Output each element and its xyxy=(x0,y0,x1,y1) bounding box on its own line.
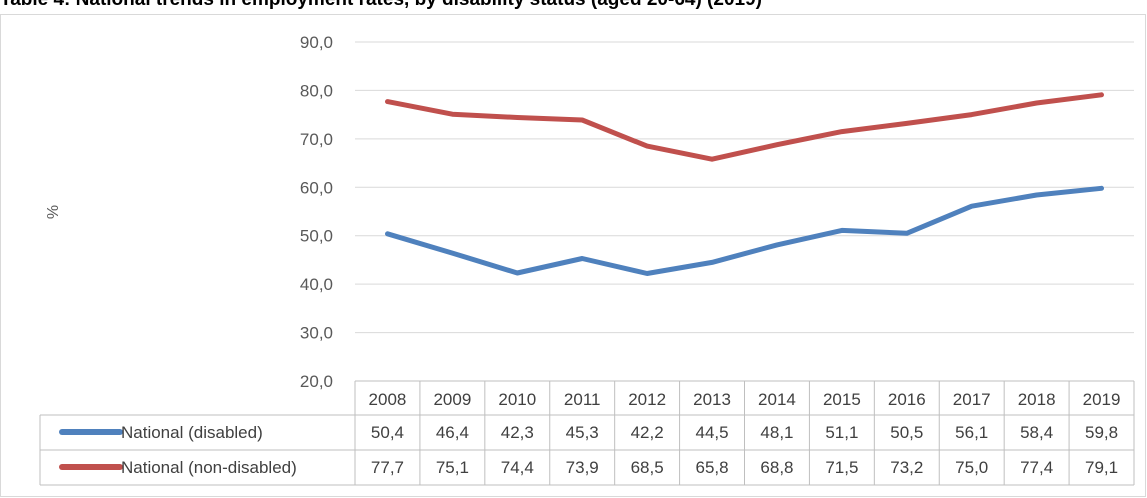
x-tick-label: 2018 xyxy=(1018,390,1056,409)
data-label: 51,1 xyxy=(825,423,858,442)
y-tick-label: 90,0 xyxy=(300,33,333,52)
gridlines xyxy=(355,41,1134,334)
y-tick-label: 30,0 xyxy=(300,324,333,343)
y-tick-label: 40,0 xyxy=(300,275,333,294)
data-label: 50,4 xyxy=(371,423,404,442)
series-line xyxy=(385,92,1104,162)
x-tick-label: 2012 xyxy=(628,390,666,409)
data-label: 45,3 xyxy=(566,423,599,442)
data-label: 68,5 xyxy=(631,458,664,477)
legend-label: National (disabled) xyxy=(121,423,263,442)
x-tick-label: 2013 xyxy=(693,390,731,409)
y-axis-label: % xyxy=(45,205,62,219)
data-label: 74,4 xyxy=(501,458,534,477)
data-label: 71,5 xyxy=(825,458,858,477)
data-table: 2008 2009 2010 2011 2012 2013 2014 2015 2016 2017… xyxy=(39,380,1135,486)
data-label: 73,2 xyxy=(890,458,923,477)
data-label: 75,1 xyxy=(436,458,469,477)
y-tick-label: 70,0 xyxy=(300,130,333,149)
data-label: 50,5 xyxy=(890,423,923,442)
data-label: 77,7 xyxy=(371,458,404,477)
data-label: 56,1 xyxy=(955,423,988,442)
data-label: 73,9 xyxy=(566,458,599,477)
data-label: 65,8 xyxy=(695,458,728,477)
y-axis-ticks: 20,0 30,0 40,0 50,0 60,0 70,0 80,0 90,0 xyxy=(300,33,333,391)
series-line xyxy=(385,185,1104,276)
x-tick-label: 2016 xyxy=(888,390,926,409)
data-label: 42,3 xyxy=(501,423,534,442)
data-label: 44,5 xyxy=(695,423,728,442)
x-tick-label: 2010 xyxy=(498,390,536,409)
data-label: 75,0 xyxy=(955,458,988,477)
x-tick-label: 2015 xyxy=(823,390,861,409)
data-label: 46,4 xyxy=(436,423,469,442)
data-label: 42,2 xyxy=(631,423,664,442)
data-label: 79,1 xyxy=(1085,458,1118,477)
x-tick-label: 2014 xyxy=(758,390,796,409)
y-tick-label: 20,0 xyxy=(300,372,333,391)
y-tick-label: 60,0 xyxy=(300,178,333,197)
series-lines xyxy=(385,92,1104,276)
chart-border xyxy=(0,14,1146,497)
x-tick-label: 2008 xyxy=(369,390,407,409)
data-label: 58,4 xyxy=(1020,423,1053,442)
legend-label: National (non-disabled) xyxy=(121,458,297,477)
data-label: 68,8 xyxy=(760,458,793,477)
x-tick-label: 2019 xyxy=(1083,390,1121,409)
chart-title: Table 4: National trends in employment r… xyxy=(0,0,762,11)
y-tick-label: 50,0 xyxy=(300,227,333,246)
data-label: 48,1 xyxy=(760,423,793,442)
y-tick-label: 80,0 xyxy=(300,81,333,100)
x-tick-label: 2009 xyxy=(433,390,471,409)
x-tick-label: 2017 xyxy=(953,390,991,409)
x-tick-label: 2011 xyxy=(564,390,601,409)
data-label: 59,8 xyxy=(1085,423,1118,442)
data-label: 77,4 xyxy=(1020,458,1053,477)
